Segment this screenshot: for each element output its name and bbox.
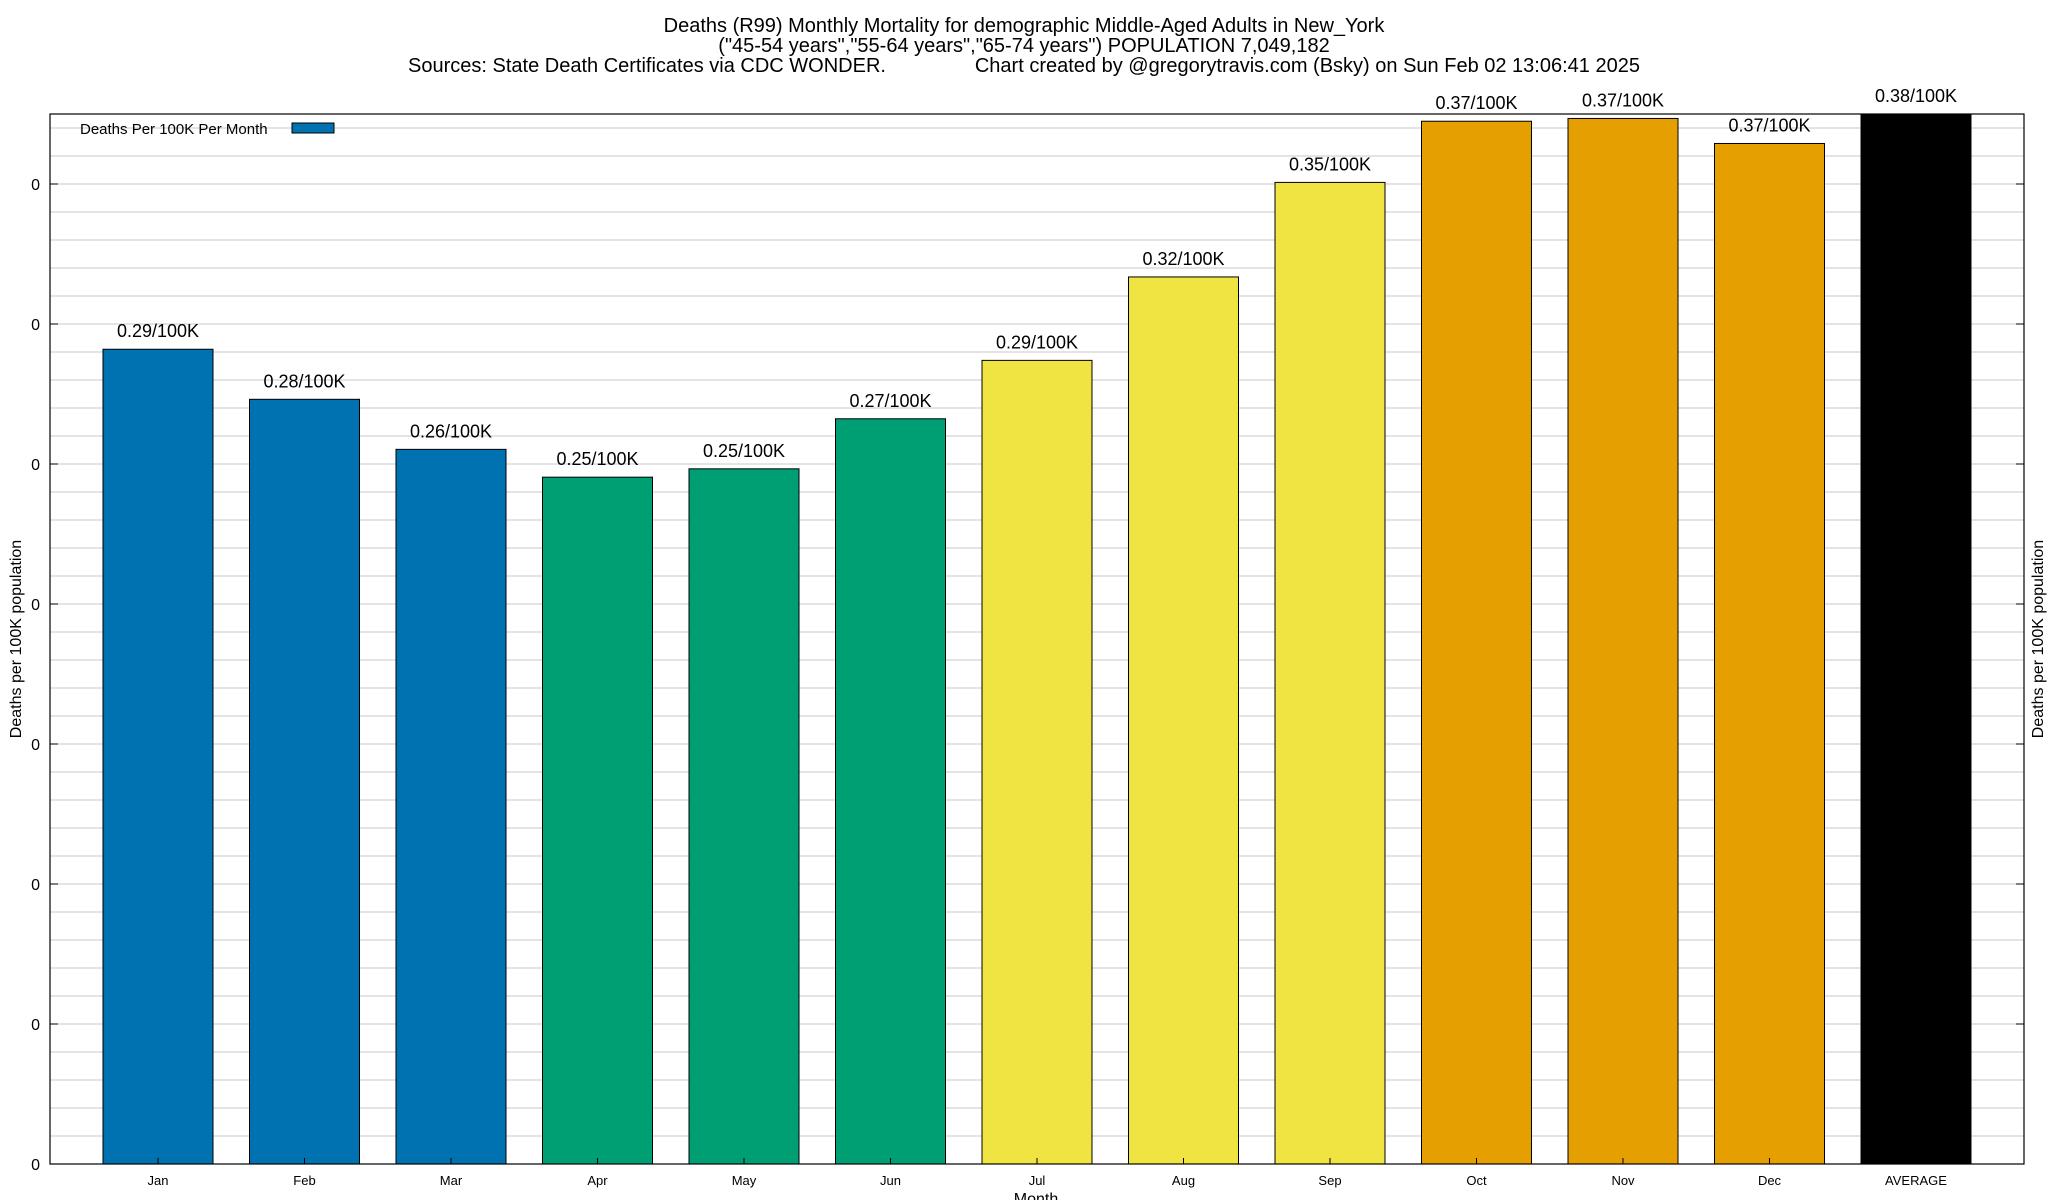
chart-title: Deaths (R99) Monthly Mortality for demog… [408,15,1640,77]
title-line-1: Deaths (R99) Monthly Mortality for demog… [664,15,1386,37]
data-label: 0.25/100K [556,449,638,469]
x-tick-label: Oct [1466,1173,1487,1188]
bar-sep [1274,181,1386,1165]
x-tick-label: Nov [1611,1173,1635,1188]
x-tick-label: AVERAGE [1885,1173,1947,1188]
data-label: 0.27/100K [849,391,931,411]
x-tick-label: Feb [293,1173,315,1188]
bar-dec [1714,142,1825,1165]
x-tick-labels: Jan Feb Mar Apr May Jun Jul Aug Sep Oct Nov Dec AVER… [148,1158,1947,1188]
data-labels: 0.29/100K 0.28/100K 0.26/100K 0.25/100K 0.25… [117,86,1957,469]
x-tick-label: Jul [1029,1173,1046,1188]
y-tick-labels: 0 0 0 0 0 0 0 0 [31,177,2024,1174]
bar-jul [981,359,1093,1165]
bar-aug [1128,276,1239,1165]
y-axis-label: Deaths per 100K population [8,540,25,738]
x-tick-label: Mar [440,1173,463,1188]
bar-mar [395,448,507,1165]
title-line-3: Sources: State Death Certificates via CD… [408,55,1640,77]
x-tick-label: Dec [1758,1173,1782,1188]
x-tick-label: Jun [880,1173,901,1188]
legend-label: Deaths Per 100K Per Month [80,121,268,138]
y2-axis-label: Deaths per 100K population [2030,540,2047,738]
x-tick-label: Sep [1318,1173,1341,1188]
y-tick-label: 0 [31,877,40,894]
x-axis-label: Month [1014,1191,1058,1200]
title-line-2: ("45-54 years","55-64 years","65-74 year… [718,35,1329,57]
bar-apr [542,476,653,1165]
legend: Deaths Per 100K Per Month [80,121,335,138]
bar-oct [1421,120,1532,1165]
data-label: 0.32/100K [1142,249,1224,269]
data-label: 0.28/100K [263,371,345,391]
data-label: 0.25/100K [703,441,785,461]
data-label: 0.29/100K [117,321,199,341]
y-tick-label: 0 [31,597,40,614]
bar-average [1860,113,1972,1165]
data-label: 0.38/100K [1875,86,1957,106]
bar-may [688,468,800,1165]
x-tick-label: Aug [1172,1173,1195,1188]
bar-feb [249,398,360,1165]
y-tick-label: 0 [31,317,40,334]
bars [102,113,1972,1165]
y-tick-label: 0 [31,177,40,194]
y-tick-label: 0 [31,737,40,754]
y-tick-label: 0 [31,1017,40,1034]
data-label: 0.35/100K [1289,154,1371,174]
x-tick-label: Jan [148,1173,169,1188]
x-tick-label: May [732,1173,757,1188]
legend-swatch [291,122,335,134]
x-tick-label: Apr [587,1173,608,1188]
data-label: 0.26/100K [410,421,492,441]
data-label: 0.29/100K [996,332,1078,352]
y-tick-label: 0 [31,1157,40,1174]
data-label: 0.37/100K [1435,93,1517,113]
bar-jun [835,418,946,1165]
bar-jan [102,348,214,1165]
data-label: 0.37/100K [1728,115,1810,135]
bar-nov [1567,117,1679,1165]
data-label: 0.37/100K [1582,90,1664,110]
y-tick-label: 0 [31,457,40,474]
